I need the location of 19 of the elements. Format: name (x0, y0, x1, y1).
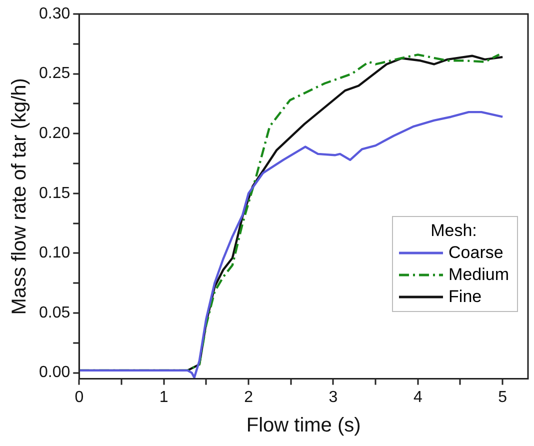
y-tick-label: 0.15 (39, 184, 70, 202)
x-tick-label: 1 (159, 388, 168, 406)
legend-label: Medium (448, 264, 509, 286)
y-tick-label: 0.05 (39, 304, 70, 322)
x-tick-label: 3 (328, 388, 338, 406)
y-tick-label: 0.10 (39, 244, 70, 262)
x-tick-label: 4 (413, 388, 422, 406)
y-tick-label: 0.00 (39, 364, 70, 382)
x-tick-label: 2 (244, 388, 254, 406)
y-tick-label: 0.20 (39, 125, 70, 142)
y-tick-label: 0.30 (39, 5, 70, 22)
legend-label: Coarse (448, 242, 504, 264)
y-axis-title: Mass flow rate of tar (kg/h) (8, 78, 31, 315)
x-axis-title: Flow time (s) (246, 414, 361, 437)
legend-title: Mesh: (430, 220, 478, 242)
legend-label: Fine (448, 286, 482, 308)
x-tick-label: 0 (74, 388, 84, 406)
x-tick-label: 5 (498, 388, 508, 406)
y-tick-label: 0.25 (39, 65, 70, 82)
